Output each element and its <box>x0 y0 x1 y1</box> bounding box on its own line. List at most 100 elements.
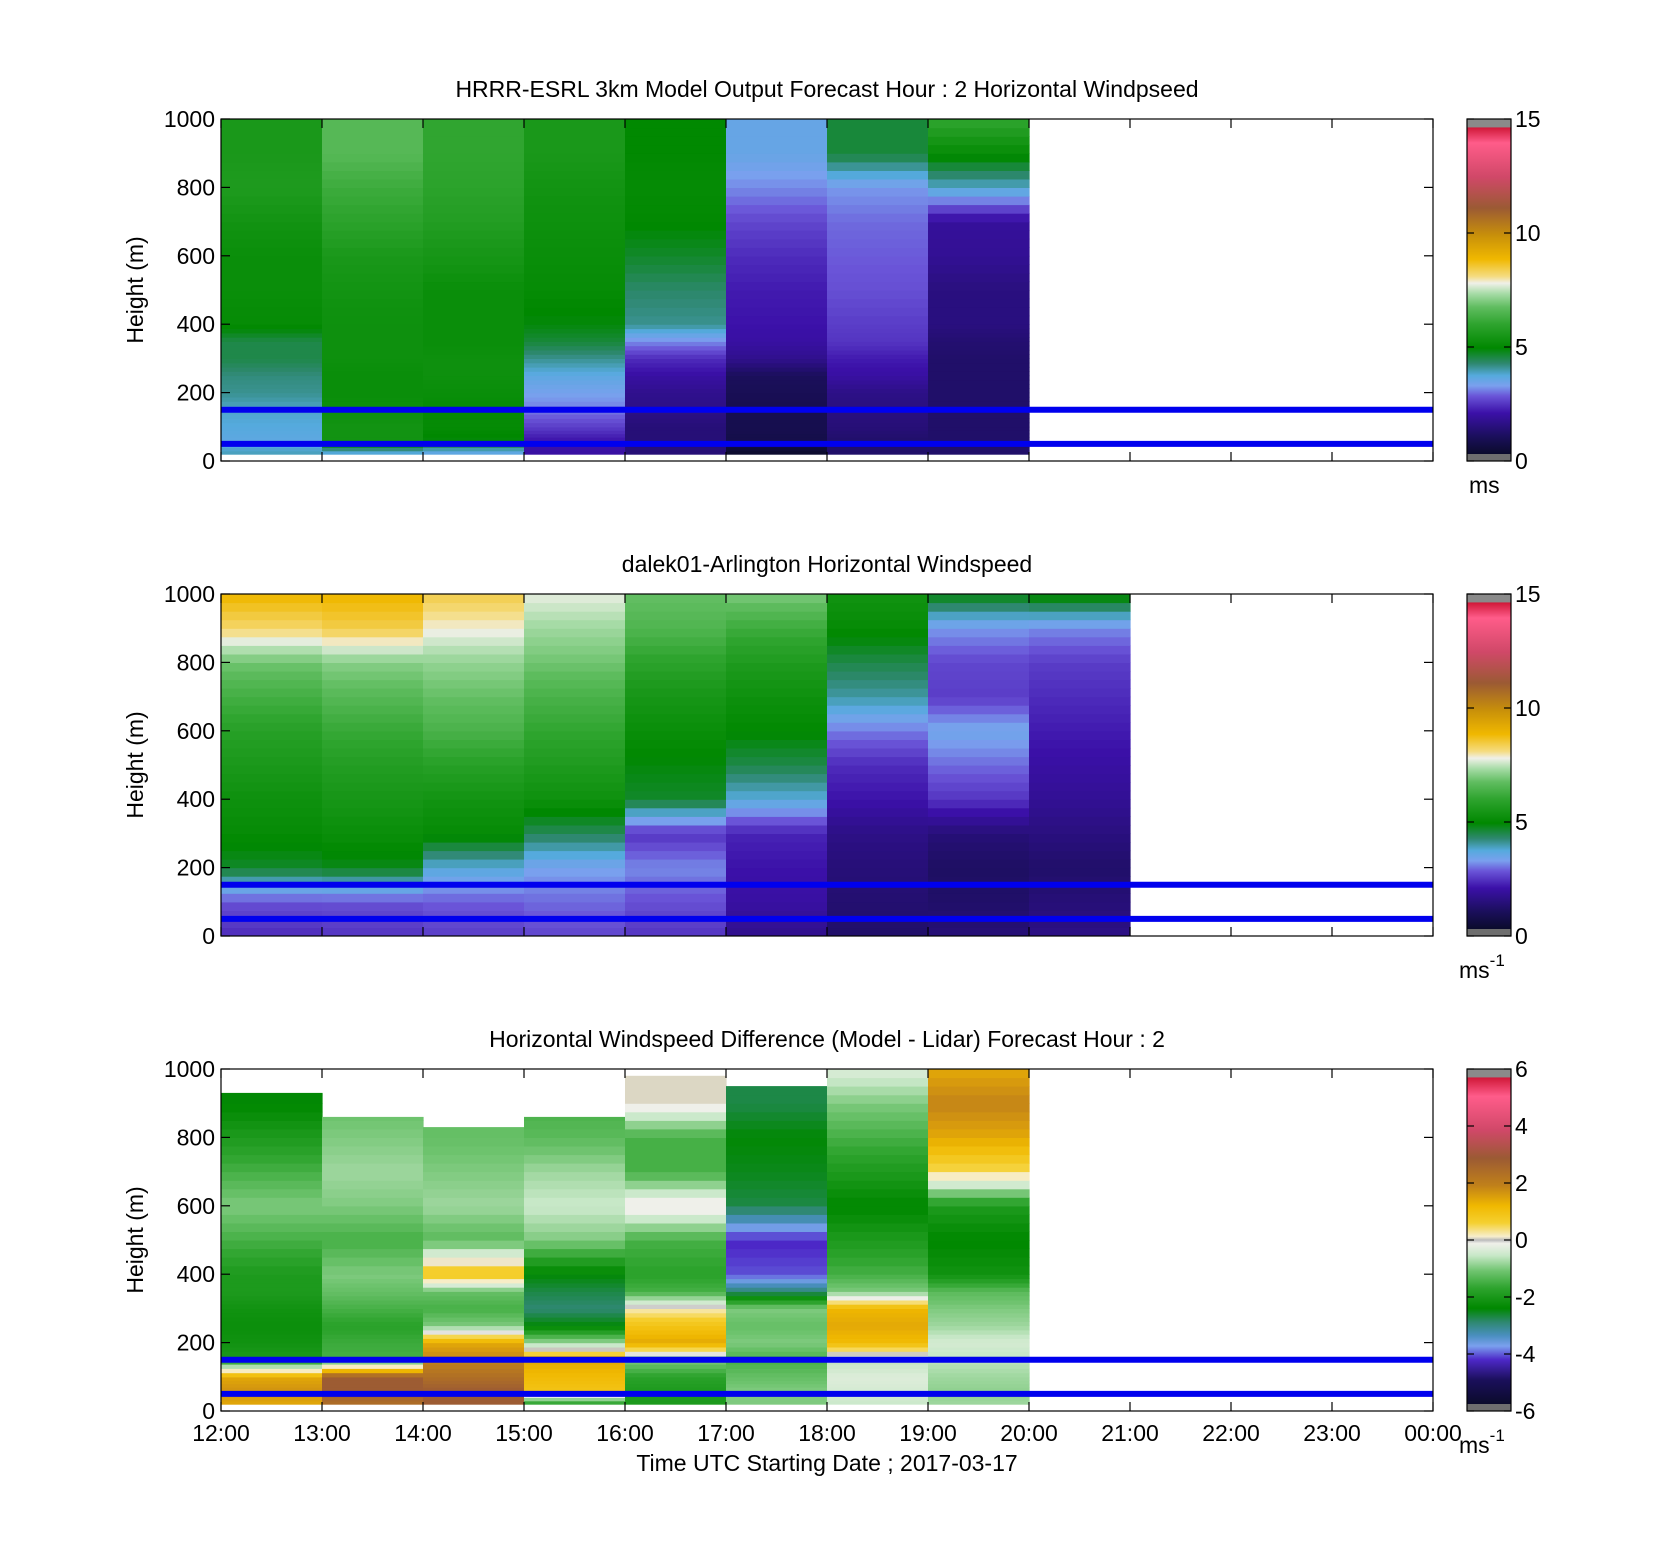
heatmap-cell <box>726 1372 828 1378</box>
heatmap-cell <box>726 876 828 886</box>
heatmap-cell <box>625 433 727 438</box>
heatmap-cell <box>726 178 828 188</box>
heatmap-cell <box>524 426 626 431</box>
heatmap-cell <box>726 447 828 452</box>
heatmap-cell <box>524 144 626 154</box>
heatmap-cell <box>827 730 929 740</box>
heatmap-cell <box>625 602 727 612</box>
heatmap-cell <box>221 1240 323 1250</box>
heatmap-cell <box>221 1304 323 1309</box>
heatmap-cell <box>524 1128 626 1138</box>
heatmap-cell <box>726 396 828 402</box>
heatmap-cell <box>1029 628 1131 638</box>
heatmap-cell <box>726 1299 828 1305</box>
heatmap-cell <box>423 437 525 442</box>
heatmap-cell <box>625 315 727 325</box>
heatmap-cell <box>928 1146 1030 1156</box>
heatmap-cell <box>827 345 929 351</box>
heatmap-cell <box>221 1120 323 1130</box>
heatmap-cell <box>928 379 1030 385</box>
heatmap-cell <box>1029 876 1131 886</box>
heatmap-cell <box>221 602 323 612</box>
heatmap-cell <box>928 119 1030 129</box>
heatmap-cell <box>625 1342 727 1348</box>
heatmap-cell <box>423 153 525 163</box>
heatmap-cell <box>928 756 1030 766</box>
heatmap-cell <box>524 337 626 342</box>
heatmap-cell <box>928 433 1030 438</box>
unit-text: ms <box>1459 957 1490 983</box>
heatmap-cell <box>928 910 1030 920</box>
heatmap-cell <box>423 747 525 758</box>
heatmap-cell <box>827 1338 929 1344</box>
heatmap-cell <box>625 671 727 681</box>
heatmap-cell <box>827 1069 929 1079</box>
heatmap-cell <box>625 1137 727 1147</box>
heatmap-cell <box>726 388 828 394</box>
heatmap-cell <box>726 893 828 903</box>
heatmap-cell <box>524 366 626 372</box>
heatmap-cell <box>726 901 828 911</box>
heatmap-cell <box>726 1329 828 1335</box>
heatmap-cell <box>221 1351 323 1357</box>
heatmap-cell <box>322 1312 424 1318</box>
heatmap-cell <box>625 1094 727 1104</box>
heatmap-cell <box>827 1077 929 1087</box>
heatmap-cell <box>322 1282 424 1288</box>
heatmap-cell <box>827 247 929 257</box>
heatmap-cell <box>625 765 727 775</box>
heatmap-cell <box>423 773 525 783</box>
heatmap-cell <box>625 842 727 852</box>
heatmap-cell <box>221 1317 323 1322</box>
heatmap-cell <box>221 298 323 308</box>
y-tick-label: 600 <box>177 1193 215 1219</box>
heatmap-cell <box>827 1248 929 1258</box>
heatmap-cell <box>726 1387 828 1392</box>
heatmap-cell <box>1029 645 1131 655</box>
heatmap-cell <box>524 1291 626 1297</box>
heatmap-cell <box>322 722 424 732</box>
heatmap-cell <box>726 414 828 419</box>
heatmap-cell <box>221 418 323 424</box>
heatmap-cell <box>423 799 525 809</box>
heatmap-cell <box>221 884 323 894</box>
heatmap-cell <box>928 1308 1030 1314</box>
heatmap-cell <box>726 358 828 364</box>
heatmap-cell <box>827 337 929 342</box>
heatmap-cell <box>322 136 424 146</box>
heatmap-cell <box>524 833 626 843</box>
heatmap-cell <box>322 447 424 452</box>
heatmap-cell <box>322 450 424 455</box>
heatmap-cell <box>221 388 323 394</box>
heatmap-cell <box>928 307 1030 317</box>
heatmap-cell <box>625 1146 727 1156</box>
heatmap-cell <box>827 842 929 852</box>
heatmap-cell <box>928 127 1030 137</box>
heatmap-cell <box>726 1128 828 1138</box>
heatmap-cell <box>524 1325 626 1331</box>
heatmap-cell <box>524 247 626 257</box>
heatmap-cell <box>322 437 424 442</box>
heatmap-cell <box>221 221 323 231</box>
heatmap-cell <box>221 1146 323 1156</box>
heatmap-cell <box>827 422 929 428</box>
heatmap-cell <box>221 1338 323 1344</box>
heatmap-cell <box>221 713 323 723</box>
heatmap-cell <box>928 1128 1030 1138</box>
heatmap-cell <box>726 1312 828 1318</box>
reference-height-lines <box>221 406 1433 447</box>
heatmap-cell <box>726 281 828 291</box>
heatmap-cell <box>423 918 525 929</box>
heatmap-cell <box>625 653 727 663</box>
heatmap-cell <box>322 1197 424 1207</box>
heatmap-cell <box>928 414 1030 419</box>
heatmap-cell <box>221 696 323 706</box>
heatmap-cell <box>928 1282 1030 1288</box>
heatmap-cell <box>524 1299 626 1305</box>
heatmap-cell <box>827 450 929 455</box>
heatmap-cells <box>221 1069 1030 1405</box>
heatmap-cell <box>827 901 929 911</box>
heatmap-cell <box>928 1248 1030 1258</box>
heatmap-cell <box>726 628 828 638</box>
